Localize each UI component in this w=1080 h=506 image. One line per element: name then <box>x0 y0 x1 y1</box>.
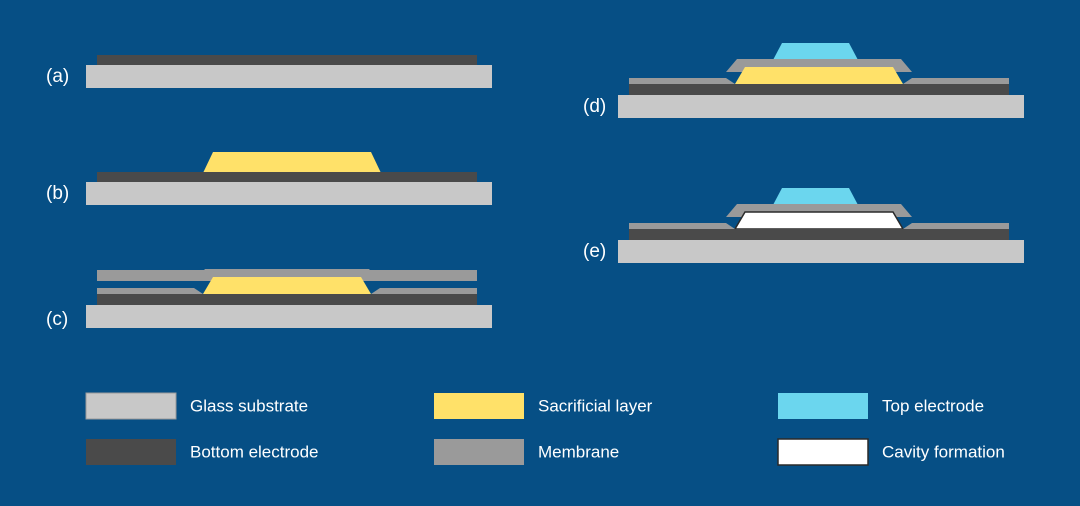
legend-item-bottom-electrode: Bottom electrode <box>86 439 319 465</box>
panel-e-top-electrode <box>773 188 858 205</box>
panel-c-bottom-electrode <box>97 294 477 305</box>
panel-c-membrane-right-shoulder <box>365 270 477 281</box>
panel-d-glass-substrate <box>618 95 1024 118</box>
panel-e-membrane-left-flat <box>629 223 735 229</box>
panel-e: (e) <box>583 188 1024 263</box>
panel-c-membrane-left-flat <box>97 288 203 294</box>
panel-b-sacrificial-layer <box>203 152 381 173</box>
legend-item-glass-substrate: Glass substrate <box>85 392 308 420</box>
panel-a-label: (a) <box>46 66 69 87</box>
legend-swatch-sacrificial-layer <box>434 393 524 419</box>
panel-b: (b) <box>46 152 492 205</box>
panel-d-label: (d) <box>583 96 606 117</box>
panel-a-bottom-electrode <box>97 55 477 66</box>
panel-d-membrane-left-flat <box>629 78 735 84</box>
legend-swatch-bottom-electrode <box>86 439 176 465</box>
panel-e-glass-substrate <box>618 240 1024 263</box>
panel-c-glass-substrate <box>86 305 492 328</box>
legend-item-top-electrode: Top electrode <box>778 393 984 419</box>
panel-d-sacrificial-layer <box>735 67 903 84</box>
panel-a-glass-substrate <box>86 65 492 88</box>
legend-label-cavity-formation: Cavity formation <box>882 442 1005 461</box>
legend-item-sacrificial-layer: Sacrificial layer <box>434 393 653 419</box>
legend-item-membrane: Membrane <box>434 439 619 465</box>
panel-a: (a) <box>46 55 492 88</box>
panel-c-sacrificial-layer <box>203 277 371 294</box>
panel-e-label: (e) <box>583 241 606 262</box>
legend-label-top-electrode: Top electrode <box>882 396 984 415</box>
panel-c-membrane-right-flat <box>371 288 477 294</box>
legend-label-glass-substrate: Glass substrate <box>190 396 308 415</box>
panel-d: (d) <box>583 43 1024 118</box>
panel-b-bottom-electrode <box>97 172 477 183</box>
legend: Glass substrate Bottom electrode Sacrifi… <box>85 392 1005 466</box>
panel-c-membrane-left-shoulder <box>97 270 209 281</box>
panel-d-membrane-right-flat <box>903 78 1009 84</box>
legend-swatch-top-electrode <box>778 393 868 419</box>
panel-e-cavity <box>733 211 905 230</box>
legend-label-bottom-electrode: Bottom electrode <box>190 442 319 461</box>
panel-b-glass-substrate <box>86 182 492 205</box>
legend-label-membrane: Membrane <box>538 442 619 461</box>
legend-item-cavity-formation: Cavity formation <box>777 438 1005 466</box>
panel-e-bottom-electrode <box>629 229 1009 240</box>
panel-c-label: (c) <box>46 309 68 330</box>
legend-label-sacrificial-layer: Sacrificial layer <box>538 396 653 415</box>
panel-d-bottom-electrode <box>629 84 1009 95</box>
panel-d-top-electrode <box>773 43 858 60</box>
legend-swatch-cavity-formation <box>777 438 869 466</box>
panel-b-label: (b) <box>46 183 69 204</box>
legend-swatch-glass-substrate <box>85 392 177 420</box>
panel-c: (c) <box>46 269 492 330</box>
legend-swatch-membrane <box>434 439 524 465</box>
panel-e-membrane-right-flat <box>903 223 1009 229</box>
